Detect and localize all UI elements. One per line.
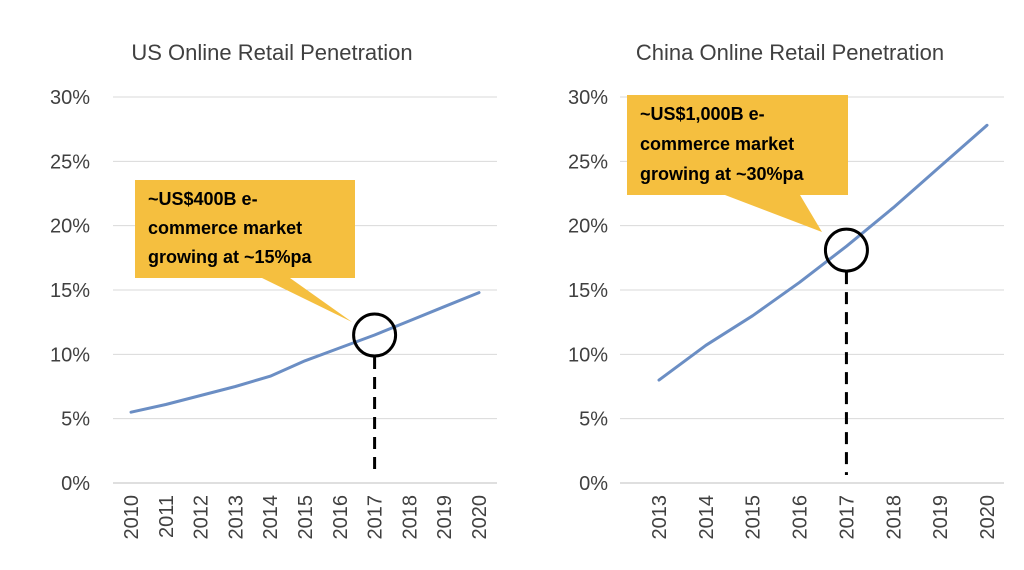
china-callout-line-3: growing at ~30%pa [640, 164, 805, 184]
china-series-line [657, 123, 989, 382]
china-y-tick-label: 15% [568, 280, 608, 302]
china-chart: China Online Retail Penetration 0% 5% 10% 1… [568, 40, 1004, 540]
china-callout-line-2: commerce market [640, 134, 794, 154]
china-callout-box [627, 95, 848, 232]
us-x-tick-label: 2010 [121, 495, 143, 540]
china-callout-line-1: ~US$1,000B e- [640, 104, 765, 124]
us-y-tick-label: 25% [50, 151, 90, 173]
us-y-tick-label: 15% [50, 280, 90, 302]
china-chart-title: China Online Retail Penetration [636, 40, 944, 65]
china-x-tick-label: 2014 [696, 495, 718, 540]
us-x-tick-label: 2014 [260, 495, 282, 540]
us-x-tick-label: 2012 [191, 495, 213, 540]
us-chart: US Online Retail Penetration 0% 5% 10% 15% 2… [50, 40, 497, 540]
china-y-tick-label: 30% [568, 87, 608, 109]
us-chart-title: US Online Retail Penetration [131, 40, 412, 65]
us-callout: ~US$400B e- commerce market growing at ~… [135, 180, 355, 322]
china-y-tick-label: 10% [568, 344, 608, 366]
china-x-tick-label: 2015 [743, 495, 765, 540]
us-x-tick-label: 2013 [225, 495, 247, 540]
us-callout-line-3: growing at ~15%pa [148, 247, 313, 267]
china-x-tick-label: 2018 [883, 495, 905, 540]
us-callout-line-1: ~US$400B e- [148, 189, 258, 209]
us-series-line [129, 291, 481, 414]
china-x-tick-label: 2017 [836, 495, 858, 540]
us-y-tick-label: 0% [61, 473, 90, 495]
china-highlight-circle [823, 227, 869, 273]
china-y-tick-label: 0% [579, 473, 608, 495]
us-x-tick-label: 2015 [295, 495, 317, 540]
us-y-tick-label: 5% [61, 409, 90, 431]
china-y-tick-label: 5% [579, 409, 608, 431]
us-x-tick-label: 2018 [399, 495, 421, 540]
us-highlight-circle [352, 312, 398, 358]
us-x-tick-label: 2020 [469, 495, 491, 540]
china-y-tick-label: 25% [568, 151, 608, 173]
china-x-tick-label: 2019 [930, 495, 952, 540]
us-x-tick-label: 2011 [156, 495, 178, 538]
us-x-tick-label: 2019 [434, 495, 456, 540]
us-y-tick-label: 10% [50, 344, 90, 366]
us-x-tick-label: 2016 [330, 495, 352, 540]
china-x-tick-label: 2013 [649, 495, 671, 540]
china-callout: ~US$1,000B e- commerce market growing at… [627, 95, 848, 232]
us-callout-line-2: commerce market [148, 218, 302, 238]
china-y-tick-label: 20% [568, 216, 608, 238]
us-y-tick-label: 20% [50, 216, 90, 238]
us-callout-box [135, 180, 355, 322]
china-x-tick-label: 2016 [790, 495, 812, 540]
china-x-tick-label: 2020 [977, 495, 999, 540]
us-y-tick-label: 30% [50, 87, 90, 109]
us-x-tick-label: 2017 [365, 495, 387, 540]
